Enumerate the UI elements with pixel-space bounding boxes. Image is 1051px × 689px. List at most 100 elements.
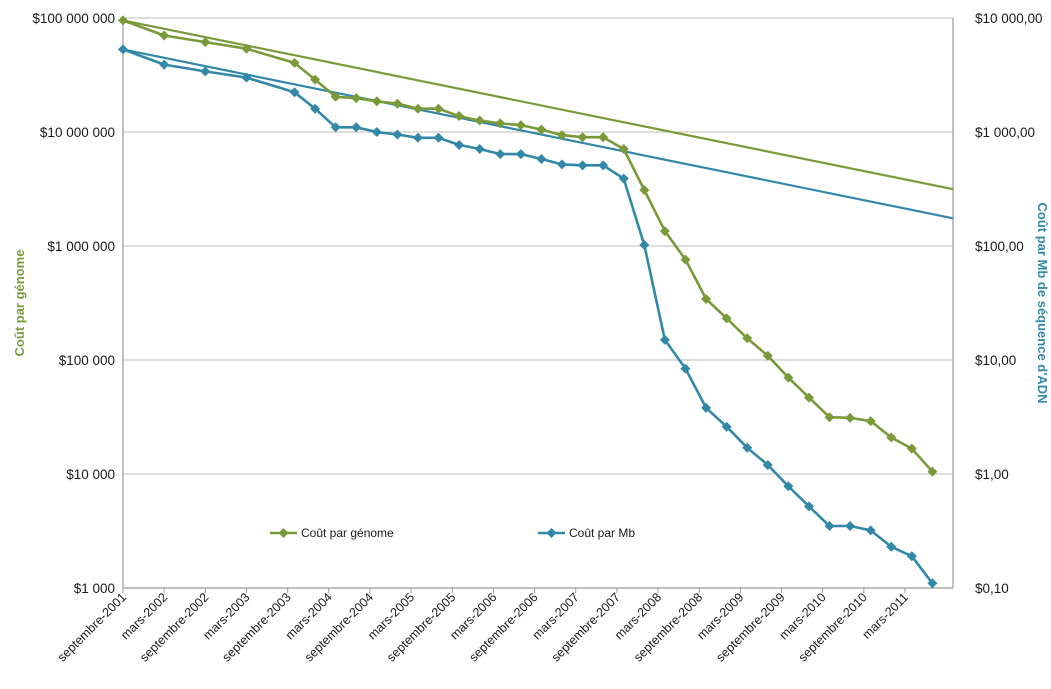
data-point	[310, 103, 321, 114]
left-y-tick-label: $100 000 000	[32, 11, 115, 26]
data-point	[742, 442, 753, 453]
data-point	[618, 143, 629, 154]
legend-label: Coût par Mb	[569, 526, 635, 540]
right-y-tick-labels: $10 000,00 $1 000,00 $100,00 $10,00 $1,00 $0,…	[975, 11, 1043, 596]
data-point	[639, 184, 650, 195]
data-point	[803, 392, 814, 403]
data-point	[721, 421, 732, 432]
data-point	[118, 44, 128, 55]
data-point	[433, 132, 444, 143]
data-point	[351, 93, 362, 104]
right-y-tick-label: $100,00	[975, 239, 1024, 254]
data-point	[351, 122, 362, 133]
data-point	[557, 159, 568, 170]
data-point	[289, 57, 300, 68]
data-point	[701, 402, 712, 413]
right-y-tick-label: $10 000,00	[975, 11, 1043, 26]
data-point	[886, 432, 897, 443]
x-tick-labels: septembre-2001mars-2002septembre-2002mar…	[55, 588, 911, 664]
left-y-tick-label: $1 000 000	[47, 239, 115, 254]
legend-item: Coût par génome	[270, 526, 394, 540]
data-point	[659, 226, 670, 237]
data-point	[680, 363, 691, 374]
data-point	[433, 103, 444, 114]
series-group	[118, 15, 938, 477]
data-point	[200, 37, 211, 48]
data-point	[536, 153, 547, 164]
data-point	[886, 541, 897, 552]
data-point	[639, 240, 650, 251]
data-point	[200, 66, 211, 77]
data-point	[392, 98, 403, 109]
left-y-tick-label: $100 000	[59, 353, 115, 368]
data-point	[412, 132, 423, 143]
series-line	[122, 48, 934, 585]
data-point	[803, 501, 814, 512]
data-point	[330, 122, 341, 133]
gridlines	[123, 17, 953, 475]
data-point	[412, 103, 423, 114]
data-point	[577, 132, 588, 143]
data-point	[906, 443, 917, 454]
x-tick-label: septembre-2001	[55, 590, 129, 664]
data-point	[310, 74, 321, 85]
left-y-axis-title: Coût par génome	[12, 250, 27, 357]
data-point	[598, 132, 609, 143]
data-point	[721, 313, 732, 324]
data-point	[824, 520, 835, 531]
data-point	[783, 372, 794, 383]
data-point	[392, 129, 403, 140]
data-point	[845, 520, 856, 531]
data-point	[474, 143, 485, 154]
data-point	[577, 160, 588, 171]
data-point	[515, 149, 526, 160]
legend-item: Coût par Mb	[538, 526, 635, 540]
data-point	[865, 416, 876, 427]
data-point	[927, 578, 938, 589]
data-point	[762, 459, 773, 470]
data-point	[454, 139, 465, 150]
left-y-tick-label: $10 000 000	[40, 125, 115, 140]
left-y-tick-label: $10 000	[66, 467, 115, 482]
data-point	[536, 124, 547, 135]
data-point	[474, 115, 485, 126]
trend-line	[122, 48, 954, 220]
right-y-tick-label: $0,10	[975, 581, 1009, 596]
data-point	[289, 87, 300, 98]
data-point	[159, 30, 170, 41]
legend: Coût par génome Coût par Mb	[270, 526, 635, 540]
data-point	[495, 118, 506, 129]
data-point	[701, 293, 712, 304]
data-point	[865, 525, 876, 536]
data-point	[557, 130, 568, 141]
data-point	[618, 173, 629, 184]
left-y-tick-labels: $100 000 000 $10 000 000 $1 000 000 $100 00…	[32, 11, 115, 596]
right-y-axis-title: Coût par Mb de séquence d'ADN	[1035, 203, 1050, 404]
data-point	[495, 149, 506, 160]
legend-swatch-marker	[546, 528, 557, 538]
data-point	[371, 96, 382, 107]
data-point	[659, 334, 670, 345]
right-y-tick-label: $1,00	[975, 467, 1009, 482]
data-point	[845, 412, 856, 423]
data-point	[742, 333, 753, 344]
legend-label: Coût par génome	[301, 526, 394, 540]
data-point	[454, 111, 465, 122]
data-point	[515, 120, 526, 131]
left-y-tick-label: $1 000	[74, 581, 115, 596]
series-group	[118, 44, 938, 589]
right-y-tick-label: $1 000,00	[975, 125, 1035, 140]
data-point	[330, 91, 341, 102]
trend-line	[122, 19, 954, 191]
data-point	[598, 160, 609, 171]
legend-swatch-marker	[278, 528, 289, 538]
data-point	[927, 466, 938, 477]
data-point	[762, 350, 773, 361]
data-point	[241, 72, 252, 83]
data-point	[159, 59, 170, 70]
right-y-tick-label: $10,00	[975, 353, 1016, 368]
series-line	[122, 19, 934, 473]
data-series	[118, 15, 938, 589]
data-point	[241, 43, 252, 54]
